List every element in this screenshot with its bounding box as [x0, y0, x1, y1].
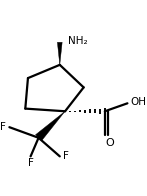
Text: F: F [28, 158, 34, 168]
Polygon shape [57, 42, 62, 65]
Polygon shape [36, 111, 65, 141]
Text: F: F [64, 151, 69, 161]
Text: NH₂: NH₂ [68, 36, 87, 46]
Text: F: F [0, 122, 6, 132]
Text: O: O [105, 138, 114, 148]
Text: OH: OH [130, 97, 146, 107]
